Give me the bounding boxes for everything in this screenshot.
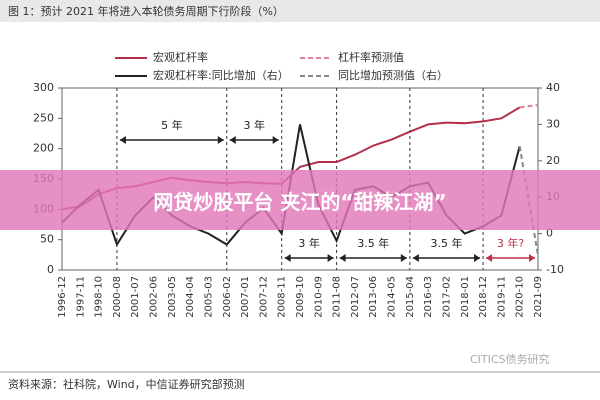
x-tick-label: 2018-01 [460, 276, 471, 318]
series-line [519, 103, 539, 109]
cycle-label: 3.5 年 [430, 236, 462, 250]
x-tick-label: 2011-08 [332, 276, 343, 318]
x-tick-label: 1997-11 [75, 276, 86, 318]
x-tick-label: 2001-07 [130, 276, 141, 318]
y2-tick-label: 40 [546, 81, 560, 94]
chart-title: 图 1：预计 2021 年将进入本轮债务周期下行阶段（%） [8, 4, 284, 18]
cycle-label: 3 年? [497, 236, 524, 250]
x-tick-label: 2014-05 [387, 276, 398, 318]
y-tick-label: 50 [40, 233, 54, 246]
y2-tick-label: 0 [546, 227, 553, 240]
y2-tick-label: -10 [546, 263, 564, 276]
y2-tick-label: 20 [546, 154, 560, 167]
cycle-label: 3 年 [243, 118, 265, 132]
x-tick-label: 2018-12 [478, 276, 489, 318]
watermark: CITICS债务研究 [470, 352, 550, 366]
x-tick-label: 2013-06 [368, 276, 379, 318]
cycle-label: 3.5 年 [357, 236, 389, 250]
y-tick-label: 0 [47, 263, 54, 276]
x-tick-label: 2020-10 [515, 276, 526, 318]
x-tick-label: 2000-08 [112, 276, 123, 318]
y-tick-label: 200 [33, 142, 54, 155]
x-tick-label: 2008-11 [277, 276, 288, 318]
legend-label: 宏观杠杆率:同比增加（右） [153, 68, 289, 82]
x-tick-label: 2003-05 [167, 276, 178, 318]
x-tick-label: 2016-03 [423, 276, 434, 318]
series-line [518, 146, 539, 256]
arrow-head [229, 136, 279, 144]
x-tick-label: 2004-04 [185, 276, 196, 318]
y-tick-label: 250 [33, 111, 54, 124]
legend-label: 宏观杠杆率 [153, 50, 208, 64]
cycle-label: 3 年 [298, 236, 320, 250]
legend-label: 杠杆率预测值 [338, 50, 404, 64]
y-tick-label: 300 [33, 81, 54, 94]
x-tick-label: 2021-09 [533, 276, 544, 318]
x-tick-label: 1998-10 [94, 276, 105, 318]
cycle-label: 5 年 [161, 118, 183, 132]
banner: 网贷炒股平台 夹江的“甜辣江湖” [0, 170, 600, 230]
arrow-head [486, 254, 535, 262]
x-tick-label: 2017-02 [441, 276, 452, 318]
x-tick-label: 2015-04 [405, 276, 416, 318]
x-tick-label: 2010-09 [313, 276, 324, 318]
x-tick-label: 2002-06 [149, 276, 160, 318]
source: 资料来源：社科院，Wind，中信证券研究部预测 [8, 377, 245, 391]
x-tick-label: 2012-07 [350, 276, 361, 318]
x-tick-label: 2007-12 [258, 276, 269, 318]
y2-tick-label: 30 [546, 117, 560, 130]
legend-label: 同比增加预测值（右） [338, 68, 448, 82]
x-tick-label: 1996-12 [57, 276, 68, 318]
title-bg [0, 0, 600, 22]
arrow-head [284, 254, 334, 262]
x-tick-label: 2006-02 [222, 276, 233, 318]
x-tick-label: 2005-03 [203, 276, 214, 318]
x-tick-label: 2009-10 [295, 276, 306, 318]
x-tick-label: 2007-01 [240, 276, 251, 318]
x-tick-label: 2019-11 [496, 276, 507, 318]
